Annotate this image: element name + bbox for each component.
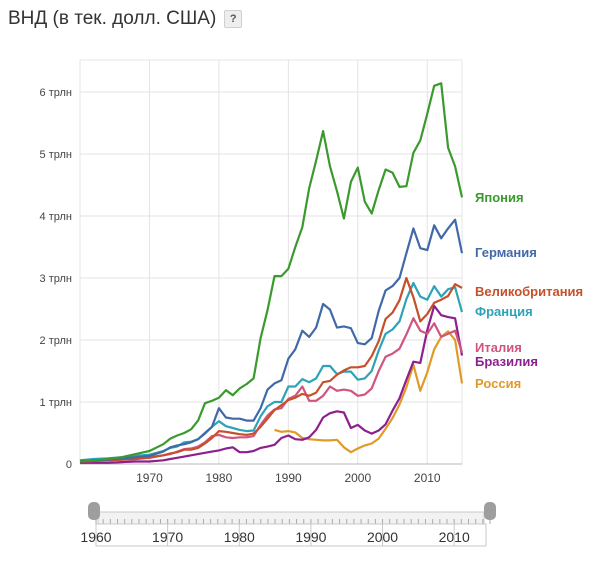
- slider-tick-label: 2010: [439, 529, 470, 545]
- slider-tick-label: 2000: [367, 529, 398, 545]
- legend-item: Германия: [475, 245, 537, 260]
- chart-series: [79, 82, 464, 464]
- title-row: ВНД (в тек. долл. США) ?: [8, 6, 243, 32]
- y-tick-label: 6 трлн: [40, 87, 72, 99]
- slider-tick-label: 1990: [295, 529, 326, 545]
- slider-handle-left[interactable]: [88, 502, 100, 520]
- chart-legend: Япония Германия Великобритания Франция Итали…: [475, 190, 583, 391]
- x-tick-label: 2000: [344, 471, 371, 485]
- series-line: [80, 304, 464, 464]
- legend-item: Япония: [475, 190, 524, 205]
- help-button[interactable]: ?: [224, 10, 243, 28]
- x-tick-label: 1980: [206, 471, 233, 485]
- y-tick-label: 0: [66, 459, 72, 471]
- slider-handle-right[interactable]: [484, 502, 496, 520]
- y-tick-label: 2 трлн: [40, 335, 72, 347]
- time-slider[interactable]: 1960 1970 1980 1990 2000 2010: [80, 502, 496, 547]
- legend-item: Великобритания: [475, 284, 583, 299]
- series-line: [79, 218, 464, 462]
- y-tick-label: 1 трлн: [40, 397, 72, 409]
- x-tick-label: 2010: [414, 471, 441, 485]
- slider-tick-label: 1970: [152, 529, 183, 545]
- legend-item: Франция: [475, 304, 533, 319]
- chart-grid: 0 1 трлн 2 трлн 3 трлн 4 трлн 5 трлн 6 трлн 197…: [40, 59, 463, 485]
- slider-tick-label: 1980: [224, 529, 255, 545]
- slider-track[interactable]: [97, 511, 485, 525]
- x-tick-label: 1990: [275, 471, 302, 485]
- y-tick-label: 3 трлн: [40, 273, 72, 285]
- series-line: [79, 276, 463, 463]
- x-tick-label: 1970: [136, 471, 163, 485]
- legend-item: Бразилия: [475, 354, 538, 369]
- chart-title: ВНД (в тек. долл. США): [8, 8, 217, 29]
- y-tick-label: 4 трлн: [40, 211, 72, 223]
- slider-tick-label: 1960: [80, 529, 111, 545]
- legend-item: Россия: [475, 376, 521, 391]
- series-line: [79, 82, 464, 463]
- series-line: [79, 281, 464, 462]
- y-tick-label: 5 трлн: [40, 149, 72, 161]
- legend-item: Италия: [475, 340, 522, 355]
